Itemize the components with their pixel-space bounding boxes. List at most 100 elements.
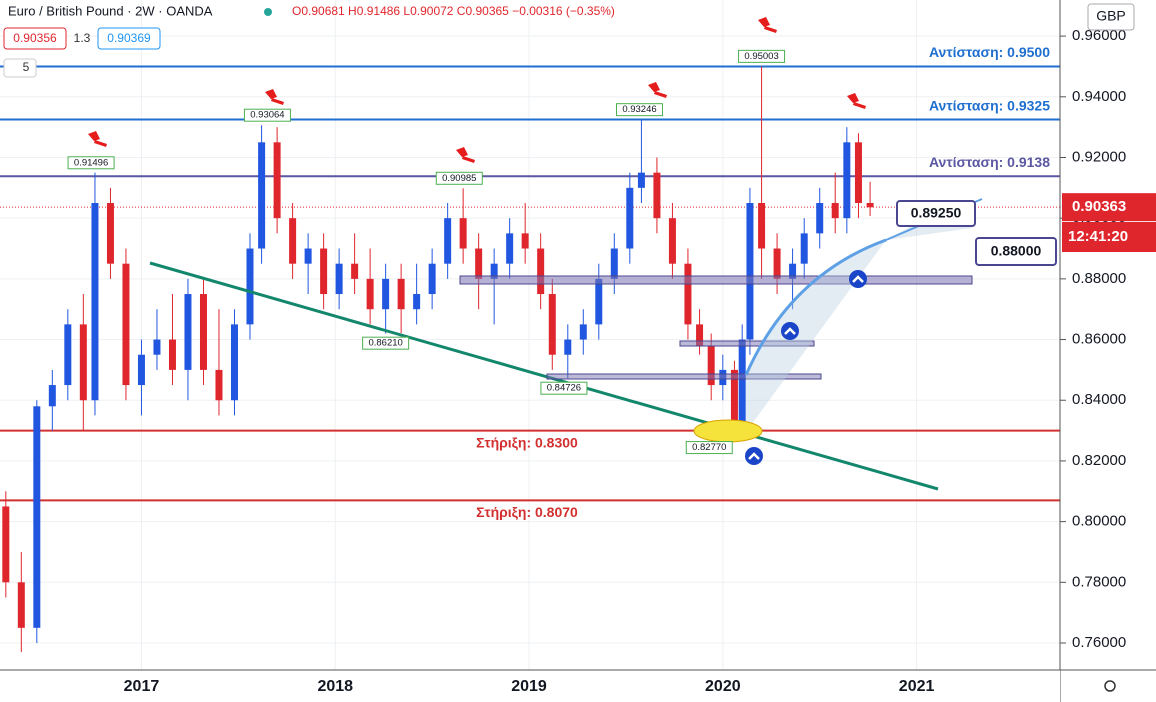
candle-body <box>831 203 839 219</box>
resistance-label: Αντίσταση: 0.9325 <box>929 97 1050 113</box>
resistance-label: Αντίσταση: 0.9500 <box>929 44 1050 60</box>
x-tick-label: 2021 <box>899 678 935 695</box>
bid[interactable]: 0.90356 <box>13 31 57 45</box>
support-label: Στήριξη: 0.8300 <box>476 434 578 450</box>
interval-badge[interactable]: 5 <box>23 60 30 74</box>
y-tick-label: 0.84000 <box>1072 391 1126 408</box>
y-tick-label: 0.96000 <box>1072 27 1126 44</box>
currency[interactable]: GBP <box>1096 8 1126 24</box>
time-axis <box>0 670 1060 702</box>
candle-body <box>246 248 254 325</box>
timer: 12:41:20 <box>1068 228 1128 245</box>
candle-body <box>653 172 661 219</box>
candle-body <box>684 263 692 325</box>
price-axis <box>1060 0 1156 702</box>
projection-area <box>746 206 972 432</box>
callout-label: 0.93064 <box>250 110 284 121</box>
projection-curve <box>744 238 887 376</box>
candle-body <box>289 218 297 264</box>
candle-body <box>746 203 754 340</box>
callout-label: 0.95003 <box>744 51 778 62</box>
candle-body <box>48 385 56 407</box>
callout-box <box>615 103 663 117</box>
candle-body <box>707 345 715 386</box>
candle-body <box>854 142 862 204</box>
candle-body <box>304 248 312 264</box>
zone <box>679 340 815 347</box>
candle-body <box>168 339 176 370</box>
bid-box[interactable] <box>3 27 67 50</box>
candle-body <box>668 218 676 264</box>
candle-body <box>64 324 72 386</box>
ask-box[interactable] <box>97 27 161 50</box>
x-tick-label: 2018 <box>317 678 353 695</box>
callout-box <box>243 108 291 122</box>
tool-label: 0.89250 <box>911 205 962 221</box>
y-tick-label: 0.76000 <box>1072 634 1126 651</box>
candle-body <box>351 263 359 279</box>
zone <box>546 373 822 380</box>
candle-body <box>199 294 207 370</box>
candle-body <box>730 369 738 425</box>
candle-body <box>184 294 192 370</box>
y-tick-label: 0.82000 <box>1072 452 1126 469</box>
candle-body <box>696 324 704 346</box>
candle-body <box>153 339 161 355</box>
candle-body <box>17 582 25 628</box>
y-tick-label: 0.80000 <box>1072 513 1126 530</box>
candle-body <box>91 203 99 401</box>
callout-label: 0.84726 <box>547 383 581 394</box>
candle-body <box>366 278 374 310</box>
y-tick-label: 0.88000 <box>1072 270 1126 287</box>
callout-label: 0.91496 <box>74 157 108 168</box>
callout-label: 0.82770 <box>692 442 726 453</box>
x-tick-label: 2020 <box>705 678 741 695</box>
candle-body <box>506 233 514 264</box>
arrow-icons <box>745 270 867 465</box>
x-tick-label: 2019 <box>511 678 547 695</box>
currency-box[interactable] <box>1087 3 1135 31</box>
callout-box <box>540 381 588 395</box>
x-tick-label: 2017 <box>124 678 160 695</box>
tool-box <box>896 200 976 227</box>
callout-box <box>738 49 786 63</box>
candle-body <box>866 203 874 208</box>
badge[interactable] <box>3 58 37 78</box>
support-label: Στήριξη: 0.8070 <box>476 504 578 520</box>
candle-body <box>320 248 328 295</box>
zone <box>459 275 973 285</box>
candle-body <box>595 278 603 325</box>
symbol-title: Euro / British Pound · 2W · OANDA <box>8 3 213 18</box>
tool-label: 0.88000 <box>991 243 1042 259</box>
candle-body <box>490 263 498 279</box>
candle-body <box>626 187 634 249</box>
callout-box <box>362 336 410 350</box>
callout-label: 0.93246 <box>622 104 656 115</box>
callout-box <box>685 441 733 455</box>
settings-icon[interactable] <box>1104 680 1116 692</box>
candle-body <box>33 406 41 628</box>
candle-body <box>637 172 645 188</box>
candle-body <box>382 278 390 310</box>
highlight-ellipse <box>693 419 763 443</box>
ask[interactable]: 0.90369 <box>107 31 151 45</box>
resistance-label: Αντίσταση: 0.9138 <box>929 154 1050 170</box>
candle-body <box>758 203 766 249</box>
candle-body <box>816 203 824 234</box>
candle-body <box>258 142 266 249</box>
candle-body <box>800 233 808 264</box>
callout-label: 0.86210 <box>368 338 402 349</box>
timer-box <box>1062 222 1156 252</box>
spread: 1.3 <box>74 31 91 45</box>
candle-body <box>459 218 467 249</box>
candle-body <box>773 248 781 279</box>
candle-body <box>122 263 130 386</box>
arrow-glyphs <box>748 275 864 460</box>
callout-box <box>67 156 115 170</box>
flag-icons <box>88 17 866 163</box>
plot-area <box>0 0 1060 670</box>
candle-body <box>738 339 746 425</box>
candle-body <box>2 506 10 583</box>
